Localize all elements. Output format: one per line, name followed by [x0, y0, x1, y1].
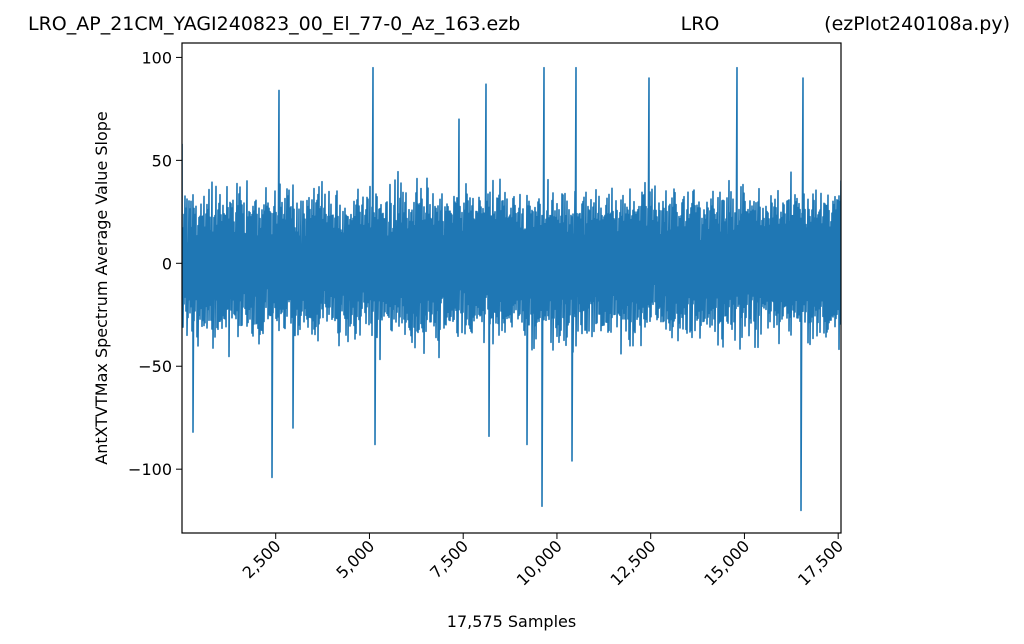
plot-frame	[181, 42, 842, 534]
y-axis: 100 50 0 −50 −100	[128, 48, 182, 479]
y-tick-label: 50	[152, 151, 172, 170]
chart-title-right: (ezPlot240108a.py)	[824, 13, 1010, 35]
x-tick-label: 15,000	[700, 536, 753, 589]
series-layer	[182, 66, 841, 512]
chart-title-left: LRO_AP_21CM_YAGI240823_00_El_77-0_Az_163…	[28, 13, 520, 35]
x-axis: 2,500 5,000 7,500 10,000 12,500 15,000 17,500	[239, 533, 847, 589]
x-axis-label: 17,575 Samples	[447, 612, 576, 631]
y-tick-label: 100	[141, 48, 172, 67]
y-axis-label: AntXTVTMax Spectrum Average Value Slope	[92, 111, 111, 465]
x-tick-label: 10,000	[513, 536, 566, 589]
y-tick-label: 0	[162, 254, 172, 273]
x-tick-label: 17,500	[794, 536, 847, 589]
x-tick-label: 12,500	[607, 536, 660, 589]
chart-title-center: LRO	[681, 13, 720, 35]
y-tick-label: −50	[138, 357, 172, 376]
y-tick-label: −100	[128, 460, 172, 479]
x-tick-label: 7,500	[426, 536, 472, 582]
x-tick-label: 2,500	[239, 536, 285, 582]
x-tick-label: 5,000	[332, 536, 378, 582]
series-line	[182, 66, 841, 512]
